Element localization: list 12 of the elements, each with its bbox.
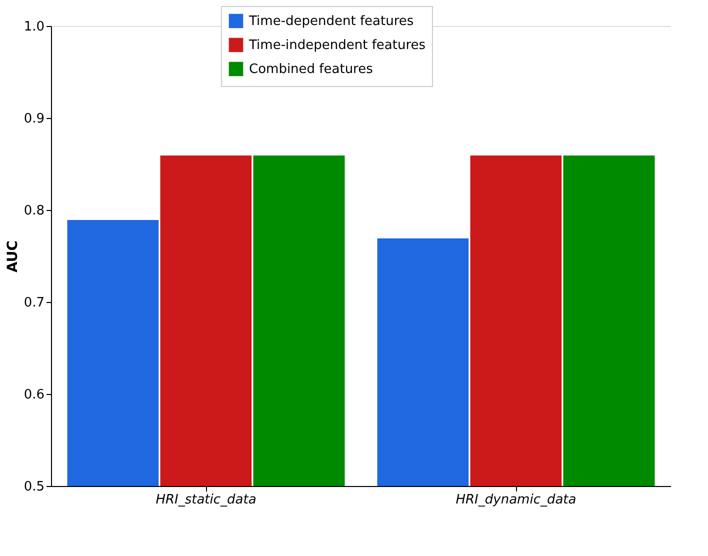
y-tick-label: 0.5 bbox=[24, 480, 44, 494]
y-axis-title: AUC bbox=[4, 240, 21, 273]
y-tick-label: 0.6 bbox=[24, 388, 44, 402]
y-tick-label: 0.7 bbox=[24, 296, 44, 310]
x-tick-label: HRI_dynamic_data bbox=[456, 492, 576, 508]
legend-label: Combined features bbox=[249, 62, 374, 77]
legend-label: Time-independent features bbox=[248, 38, 426, 53]
x-tick-label: HRI_static_data bbox=[156, 492, 256, 508]
legend-label: Time-dependent features bbox=[248, 14, 414, 29]
y-tick-label: 0.8 bbox=[24, 204, 44, 218]
y-tick-label: 1.0 bbox=[24, 20, 44, 34]
y-tick-label: 0.9 bbox=[24, 112, 44, 126]
